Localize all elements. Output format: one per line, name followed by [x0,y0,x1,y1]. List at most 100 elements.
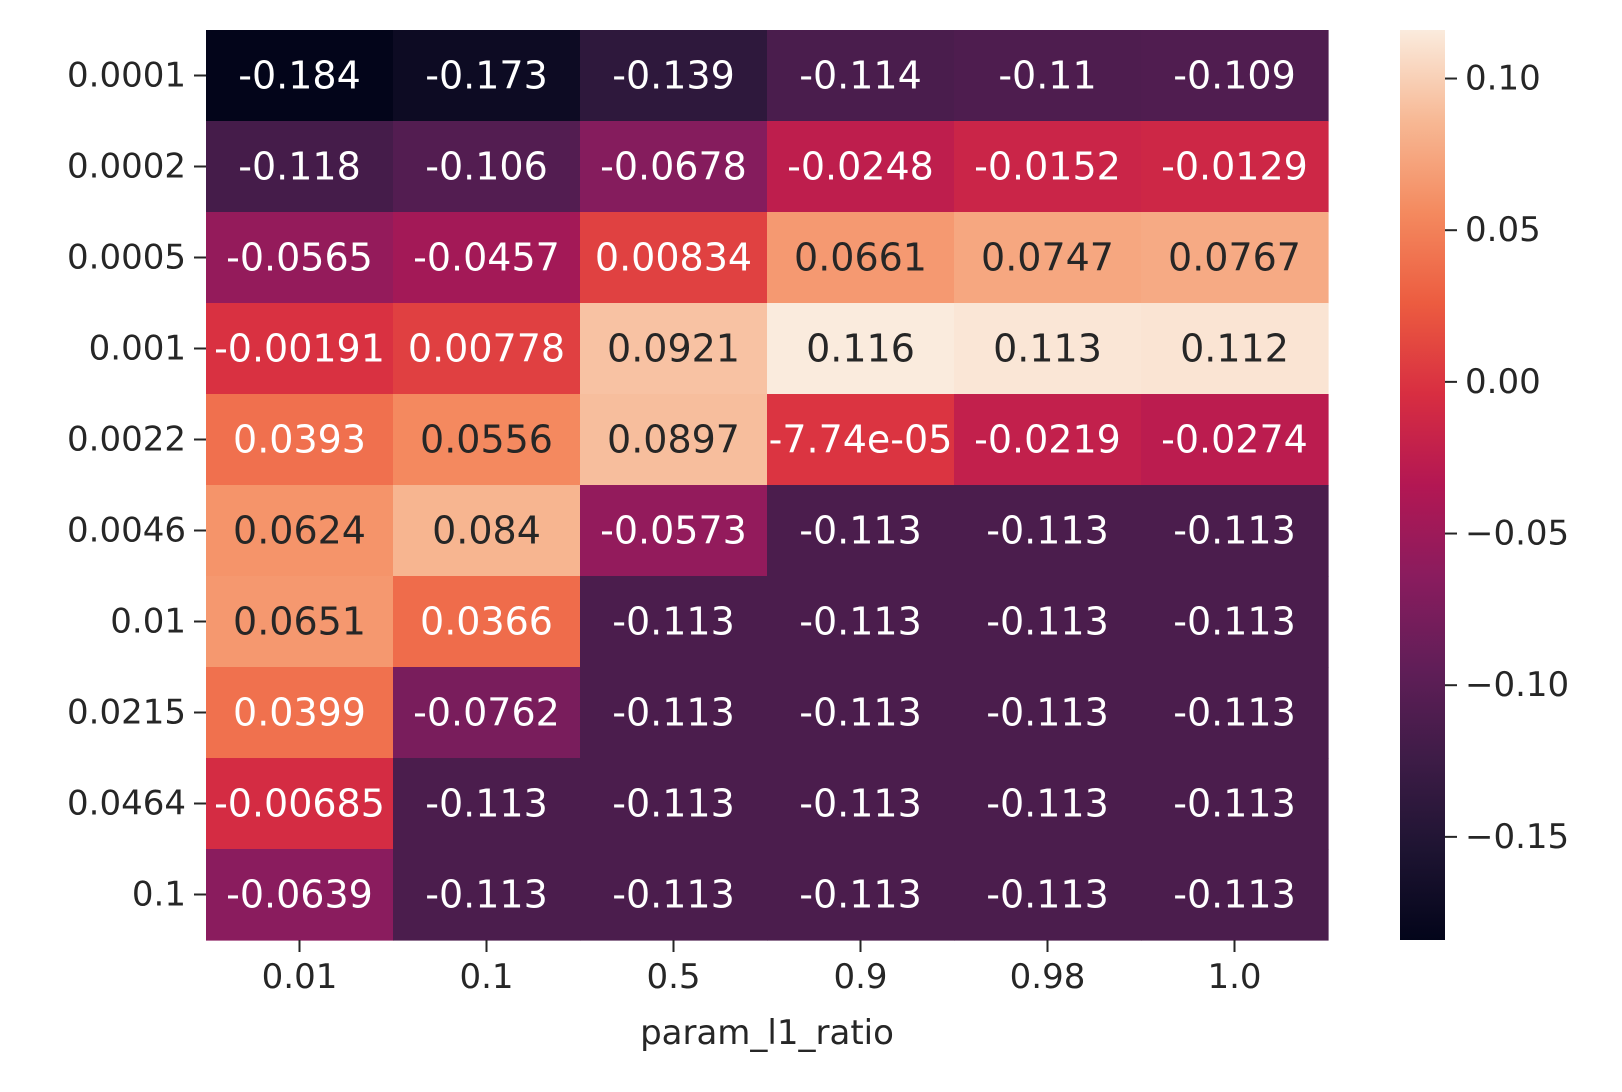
heatmap-cell [767,849,955,941]
heatmap-cell [206,485,394,577]
y-tick-label: 0.0046 [67,511,186,551]
y-tick-label: 0.0022 [67,420,186,460]
cell-value-label: -0.139 [612,54,735,98]
cell-value-label: -0.113 [612,782,735,826]
cell-value-label: -0.0129 [1161,145,1308,189]
heatmap-cell [1141,303,1329,395]
colorbar-tick-label: 0.10 [1465,59,1541,99]
cell-value-label: 0.0651 [233,600,366,644]
heatmap-cell [954,758,1142,850]
x-tick-label: 1.0 [1207,957,1261,997]
heatmap-cell [206,394,394,486]
heatmap-cell [580,667,768,759]
cell-value-label: -0.113 [612,873,735,917]
cell-value-label: 0.0661 [794,236,927,280]
heatmap-cell [393,212,581,304]
heatmap-cell [1141,485,1329,577]
cell-value-label: 0.0393 [233,418,366,462]
cell-value-label: 0.0767 [1168,236,1301,280]
cell-value-label: 0.084 [432,509,541,553]
cell-value-label: -0.113 [1173,509,1296,553]
heatmap-cell [580,121,768,213]
cell-value-label: -7.74e-05 [769,418,953,462]
colorbar-tick-label: 0.05 [1465,210,1541,250]
heatmap-cell [206,30,394,122]
y-tick-label: 0.0002 [67,147,186,187]
y-tick-label: 0.0001 [67,56,186,96]
cell-value-label: 0.0556 [420,418,553,462]
heatmap-cell [393,303,581,395]
x-tick-label: 0.1 [459,957,513,997]
heatmap-cell [954,30,1142,122]
cell-value-label: -0.0762 [413,691,560,735]
heatmap-cell [1141,758,1329,850]
cell-value-label: -0.113 [1173,873,1296,917]
cell-value-label: -0.113 [986,691,1109,735]
heatmap-cell [767,485,955,577]
heatmap-cells [206,30,1329,941]
heatmap-cell [580,303,768,395]
heatmap-cell [767,303,955,395]
cell-value-label: 0.0921 [607,327,740,371]
y-tick-label: 0.01 [110,602,186,642]
heatmap-cell [767,758,955,850]
colorbar-axis: −0.15 −0.10 −0.05 0.00 0.05 0.10 [1445,59,1569,857]
cell-value-label: -0.113 [1173,691,1296,735]
heatmap-cell [206,849,394,941]
cell-value-label: 0.112 [1180,327,1289,371]
cell-value-label: 0.00778 [408,327,565,371]
cell-value-label: -0.0678 [600,145,747,189]
heatmap-cell [954,212,1142,304]
colorbar [1400,30,1445,940]
heatmap-cell [206,212,394,304]
cell-value-label: 0.0366 [420,600,553,644]
y-tick-label: 0.0464 [67,784,186,824]
x-tick-label: 0.5 [646,957,700,997]
cell-value-label: -0.113 [986,873,1109,917]
cell-value-label: -0.113 [612,691,735,735]
cell-value-label: -0.0639 [226,873,373,917]
y-tick-label: 0.0005 [67,238,186,278]
heatmap-cell [206,758,394,850]
x-tick-label: 0.98 [1010,957,1086,997]
heatmap-cell [954,303,1142,395]
heatmap-cell [954,576,1142,668]
cell-value-label: -0.00191 [214,327,385,371]
cell-value-label: -0.114 [799,54,922,98]
heatmap-cell [393,849,581,941]
heatmap-cell [767,30,955,122]
cell-value-label: 0.0399 [233,691,366,735]
y-tick-label: 0.1 [132,875,186,915]
heatmap-cell [767,121,955,213]
heatmap-cell [954,121,1142,213]
cell-value-label: -0.118 [238,145,361,189]
heatmap-cell [393,30,581,122]
heatmap-cell [954,667,1142,759]
heatmap-cell [767,667,955,759]
x-axis-title: param_l1_ratio [640,1013,894,1053]
heatmap-cell [580,758,768,850]
cell-value-label: -0.113 [799,600,922,644]
cell-value-label: -0.0274 [1161,418,1308,462]
cell-value-label: 0.0624 [233,509,366,553]
y-tick-label: 0.001 [89,329,186,369]
heatmap-cell [1141,576,1329,668]
cell-value-label: -0.0565 [226,236,373,280]
cell-value-label: 0.0897 [607,418,740,462]
heatmap-cell [1141,849,1329,941]
cell-value-label: -0.0219 [974,418,1121,462]
colorbar-tick-label: −0.05 [1465,514,1569,554]
cell-value-label: -0.184 [238,54,361,98]
heatmap-cell [393,485,581,577]
heatmap-cell [580,485,768,577]
cell-value-label: -0.0573 [600,509,747,553]
heatmap-cell [1141,121,1329,213]
heatmap-cell [1141,394,1329,486]
heatmap-cell [206,576,394,668]
heatmap-cell [767,212,955,304]
x-tick-label: 0.9 [833,957,887,997]
cell-value-label: -0.109 [1173,54,1296,98]
heatmap-cell [206,667,394,759]
cell-value-label: 0.116 [806,327,915,371]
